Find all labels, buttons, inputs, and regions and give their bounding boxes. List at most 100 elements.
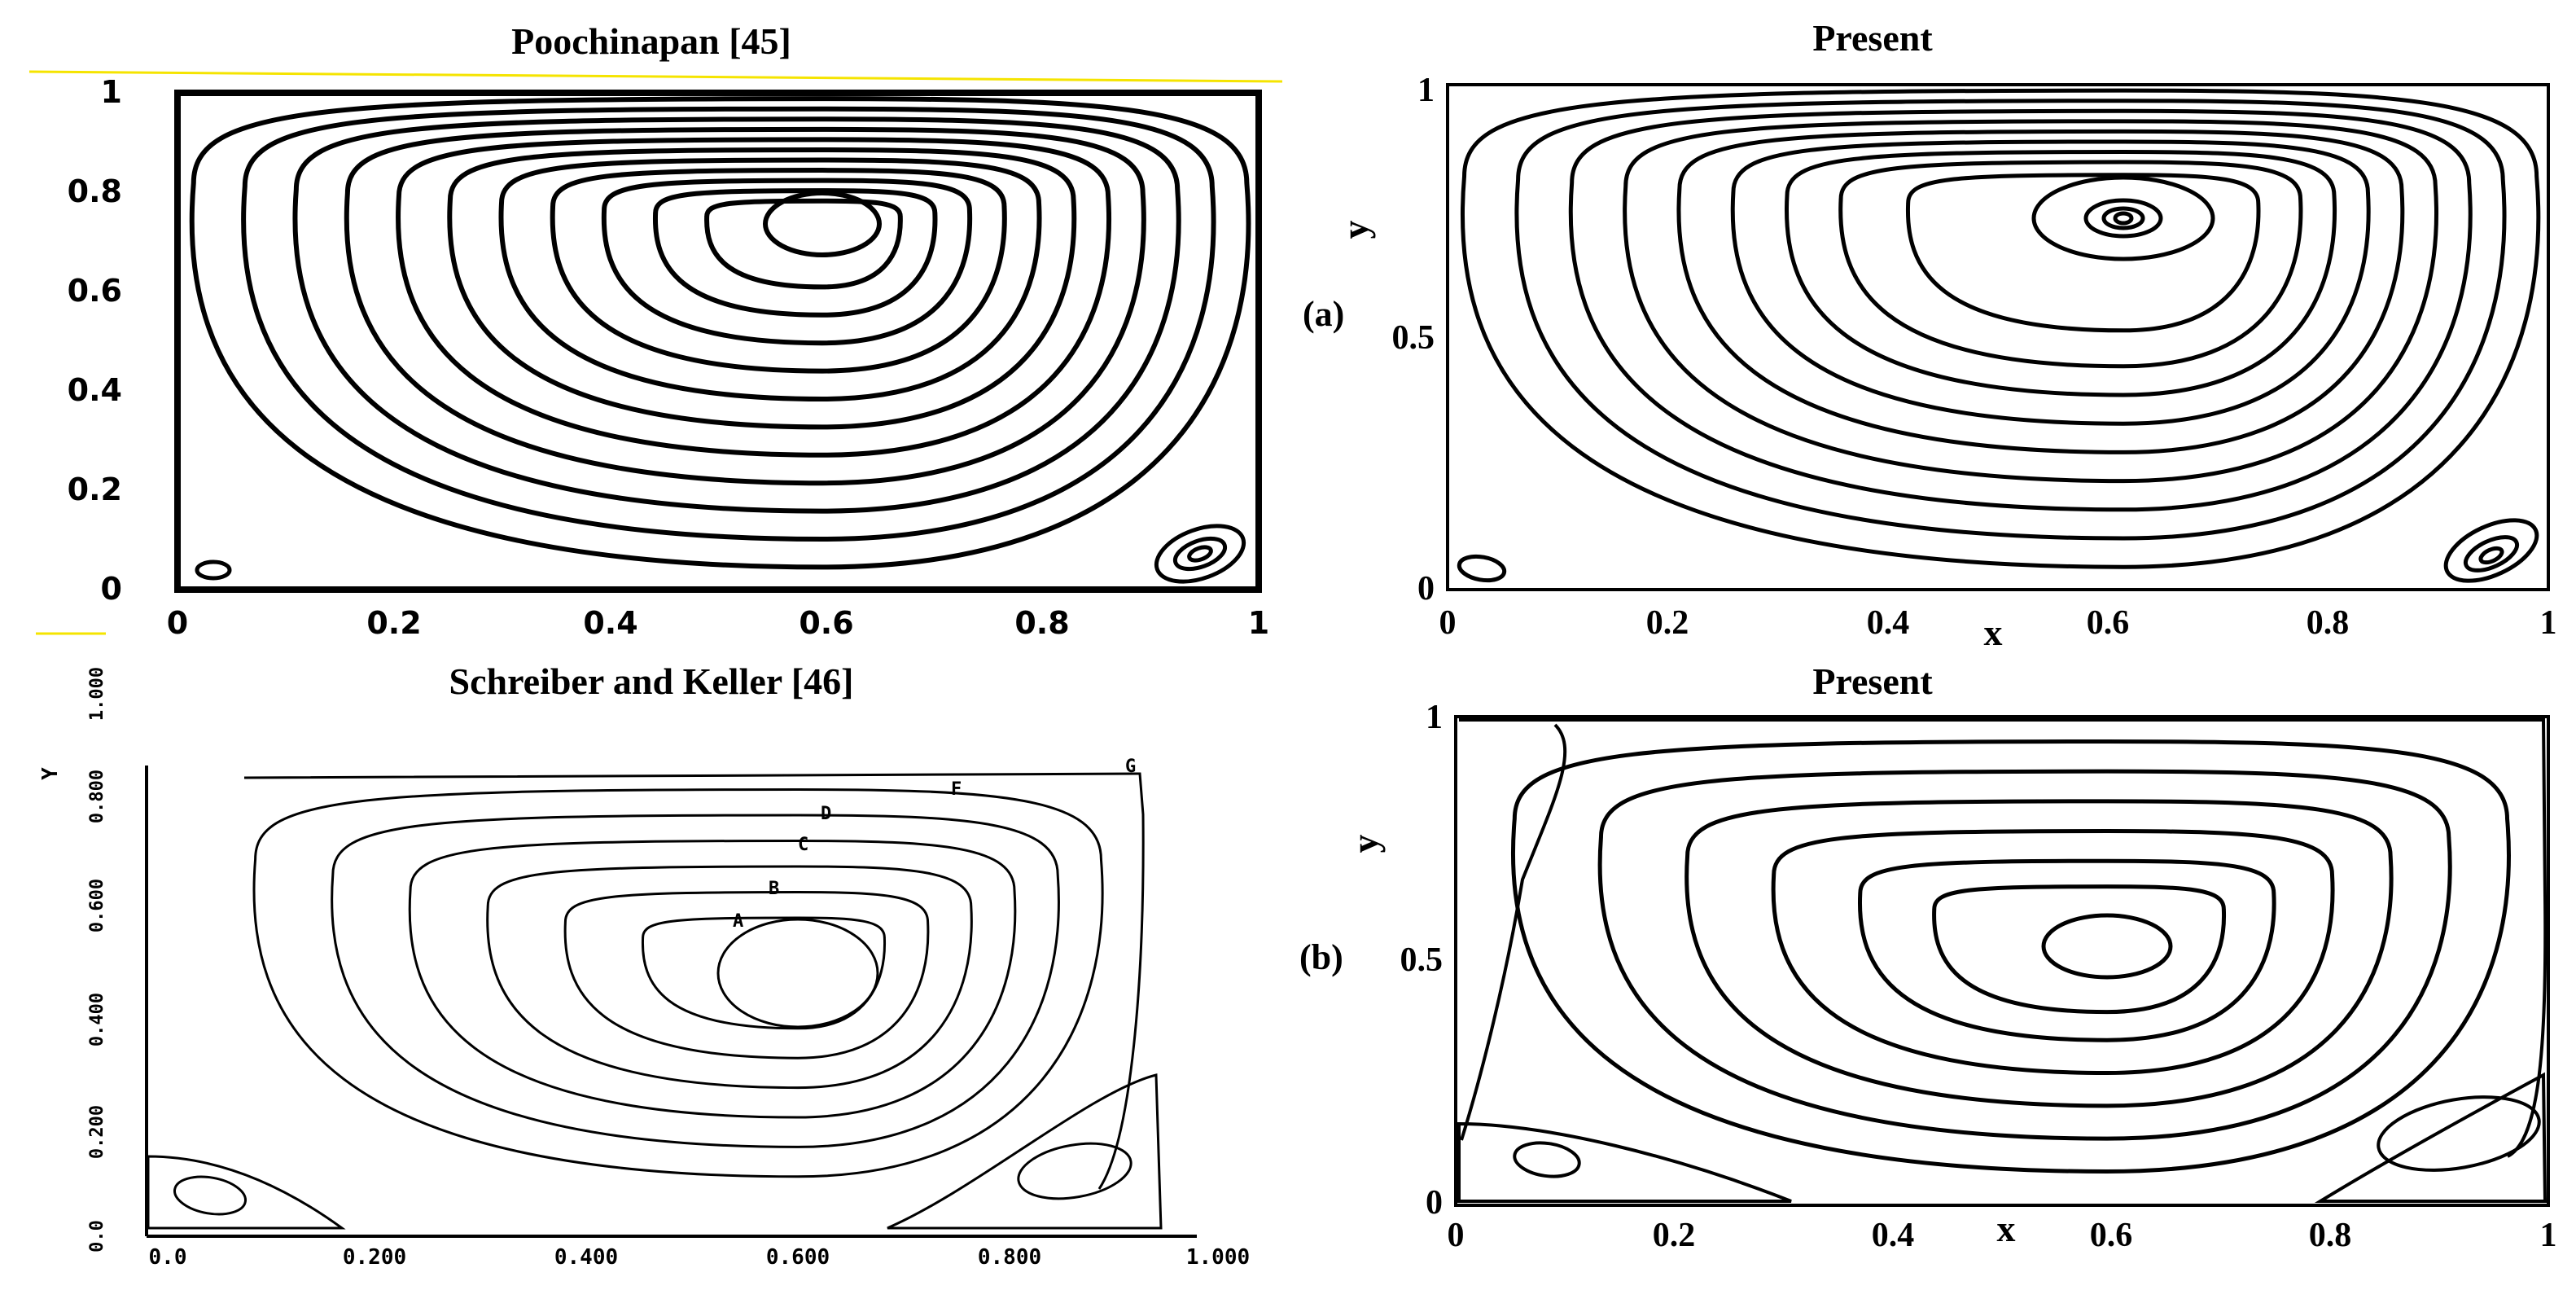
streamline [763, 191, 882, 257]
panel-title: Poochinapan [45] [511, 20, 791, 62]
panel-tag: (b) [1299, 937, 1343, 977]
x-tick-label: 0.4 [1872, 1217, 1915, 1254]
y-tick-label: 0 [1417, 570, 1435, 608]
y-axis-ticks: 0 0.5 1 [1392, 72, 1435, 608]
y-tick-label: 0.200 [87, 1105, 107, 1159]
streamlines [1457, 88, 2541, 583]
streamline [1676, 129, 2405, 454]
panel-title: Schreiber and Keller [46] [449, 660, 854, 702]
streamline [1187, 545, 1213, 563]
panel-schreiber-keller: Schreiber and Keller [46] G F D C B A Y … [0, 652, 1286, 1303]
x-tick-label: 0.0 [149, 1245, 187, 1270]
y-axis-ticks: 0 0.5 1 [1400, 699, 1444, 1222]
streamline [1510, 739, 2511, 1174]
streamline [641, 916, 886, 1030]
x-tick-label: 1 [1248, 605, 1269, 641]
streamline [241, 106, 1216, 542]
x-tick-label: 0.200 [343, 1245, 406, 1270]
streamline [252, 788, 1104, 1178]
x-axis-ticks: 0 0.2 0.4 0.6 0.8 1 [1448, 1217, 2557, 1254]
streamline [173, 1175, 247, 1216]
x-tick-label: 0.800 [978, 1245, 1041, 1270]
streamline [486, 865, 973, 1090]
y-tick-label: 0.400 [87, 993, 107, 1046]
streamline [1838, 160, 2303, 369]
streamline [1771, 829, 2335, 1076]
streamline [550, 168, 1007, 374]
y-tick-label: 0.800 [87, 770, 107, 823]
plot-frame [174, 90, 1262, 593]
y-tick-label: 0.2 [68, 472, 122, 507]
x-tick-label: 0.2 [366, 605, 421, 641]
streamline [1623, 119, 2438, 484]
x-tick-label: 0.8 [2307, 604, 2350, 642]
streamline-plot-present-b: (b) y x 0 0.2 0.4 0.6 0.8 1 0 0.5 1 [1299, 699, 2557, 1254]
x-axis-ticks: 0 0.2 0.4 0.6 0.8 1 [1439, 604, 2557, 642]
x-tick-label: 0.8 [1014, 605, 1069, 641]
streamline [2083, 198, 2163, 239]
streamline [2101, 206, 2145, 230]
y-tick-label: 0.8 [68, 173, 122, 209]
streamline [498, 157, 1042, 402]
panel-poochinapan: Poochinapan [45] 0 0.2 0.4 0.6 0.8 1 0 0… [0, 0, 1286, 652]
x-tick-label: 0.4 [583, 605, 637, 641]
streamline [601, 178, 973, 346]
x-tick-label: 0 [1448, 1217, 1465, 1254]
panel-tag: (a) [1303, 294, 1344, 334]
streamline [1172, 536, 1228, 572]
streamline [2478, 546, 2504, 565]
decorative-line [28, 70, 1283, 83]
y-tick-label: 0.5 [1400, 941, 1444, 979]
y-tick-label: 0.4 [68, 372, 122, 408]
streamline [2443, 518, 2539, 583]
streamline [716, 918, 879, 1029]
streamline [408, 839, 1017, 1119]
streamlines [1457, 718, 2548, 1203]
y-tick-label: 0 [101, 571, 122, 607]
streamline [1784, 149, 2337, 397]
plot-frame [1446, 83, 2550, 591]
streamline [1905, 173, 2261, 333]
streamline [1932, 884, 2226, 1015]
x-tick-label: 0.6 [2090, 1217, 2133, 1254]
streamline [563, 890, 930, 1060]
y-axis-label: y [1344, 835, 1386, 853]
y-axis-label: y [1334, 221, 1376, 239]
streamline [1568, 108, 2473, 512]
streamline [1017, 1142, 1132, 1200]
streamline [1154, 524, 1246, 584]
streamline [331, 814, 1060, 1148]
contour-label: F [951, 779, 962, 800]
streamline [189, 96, 1251, 570]
streamline [447, 147, 1077, 430]
contour-label: D [821, 804, 831, 824]
streamline [1514, 99, 2507, 541]
streamline [2031, 175, 2215, 261]
streamline [1460, 88, 2541, 569]
streamline [2463, 535, 2520, 573]
panel-present-a: Present (a) y x 0 0.2 0.4 0.6 0.8 1 0 0.… [1286, 0, 2576, 653]
y-tick-label: 1 [1417, 72, 1435, 109]
y-tick-label: 0.5 [1392, 319, 1435, 357]
contour-label: C [798, 835, 808, 855]
streamlines [147, 772, 1163, 1230]
y-tick-label: 0.600 [87, 879, 107, 932]
streamline [1857, 858, 2276, 1042]
streamline [344, 126, 1146, 486]
streamline [704, 198, 903, 290]
x-tick-label: 0.2 [1646, 604, 1689, 642]
x-tick-label: 0.8 [2309, 1217, 2352, 1254]
streamline [2113, 211, 2134, 226]
x-axis-label: x [1984, 612, 2003, 653]
x-tick-label: 0.400 [554, 1245, 618, 1270]
x-tick-label: 0.6 [799, 605, 853, 641]
y-axis-ticks: 0.0 0.200 0.400 0.600 0.800 1.000 [87, 667, 107, 1253]
y-tick-label: 0.0 [87, 1220, 107, 1253]
y-tick-label: 0.6 [68, 273, 122, 309]
streamline [1597, 769, 2452, 1141]
x-axis-label: x [1997, 1208, 2016, 1249]
panel-title: Present [1812, 17, 1933, 59]
y-axis-label: Y [38, 767, 63, 780]
streamline [652, 188, 938, 318]
streamline [147, 1155, 346, 1230]
